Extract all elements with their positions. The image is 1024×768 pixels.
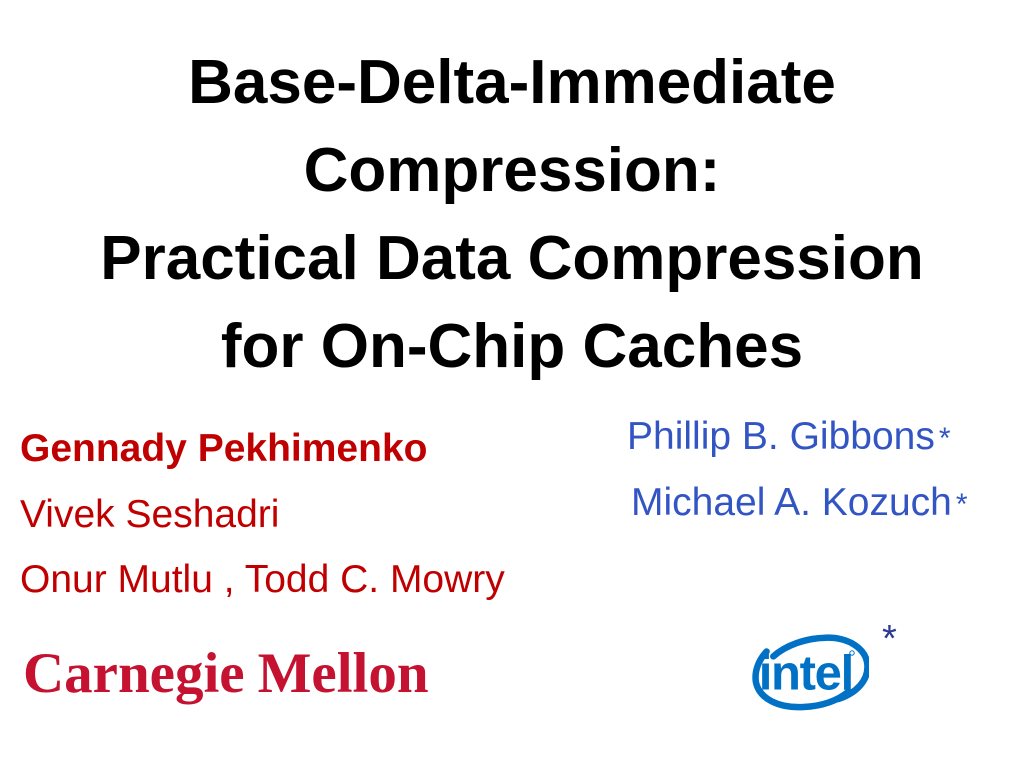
svg-text:intel: intel: [759, 646, 853, 700]
